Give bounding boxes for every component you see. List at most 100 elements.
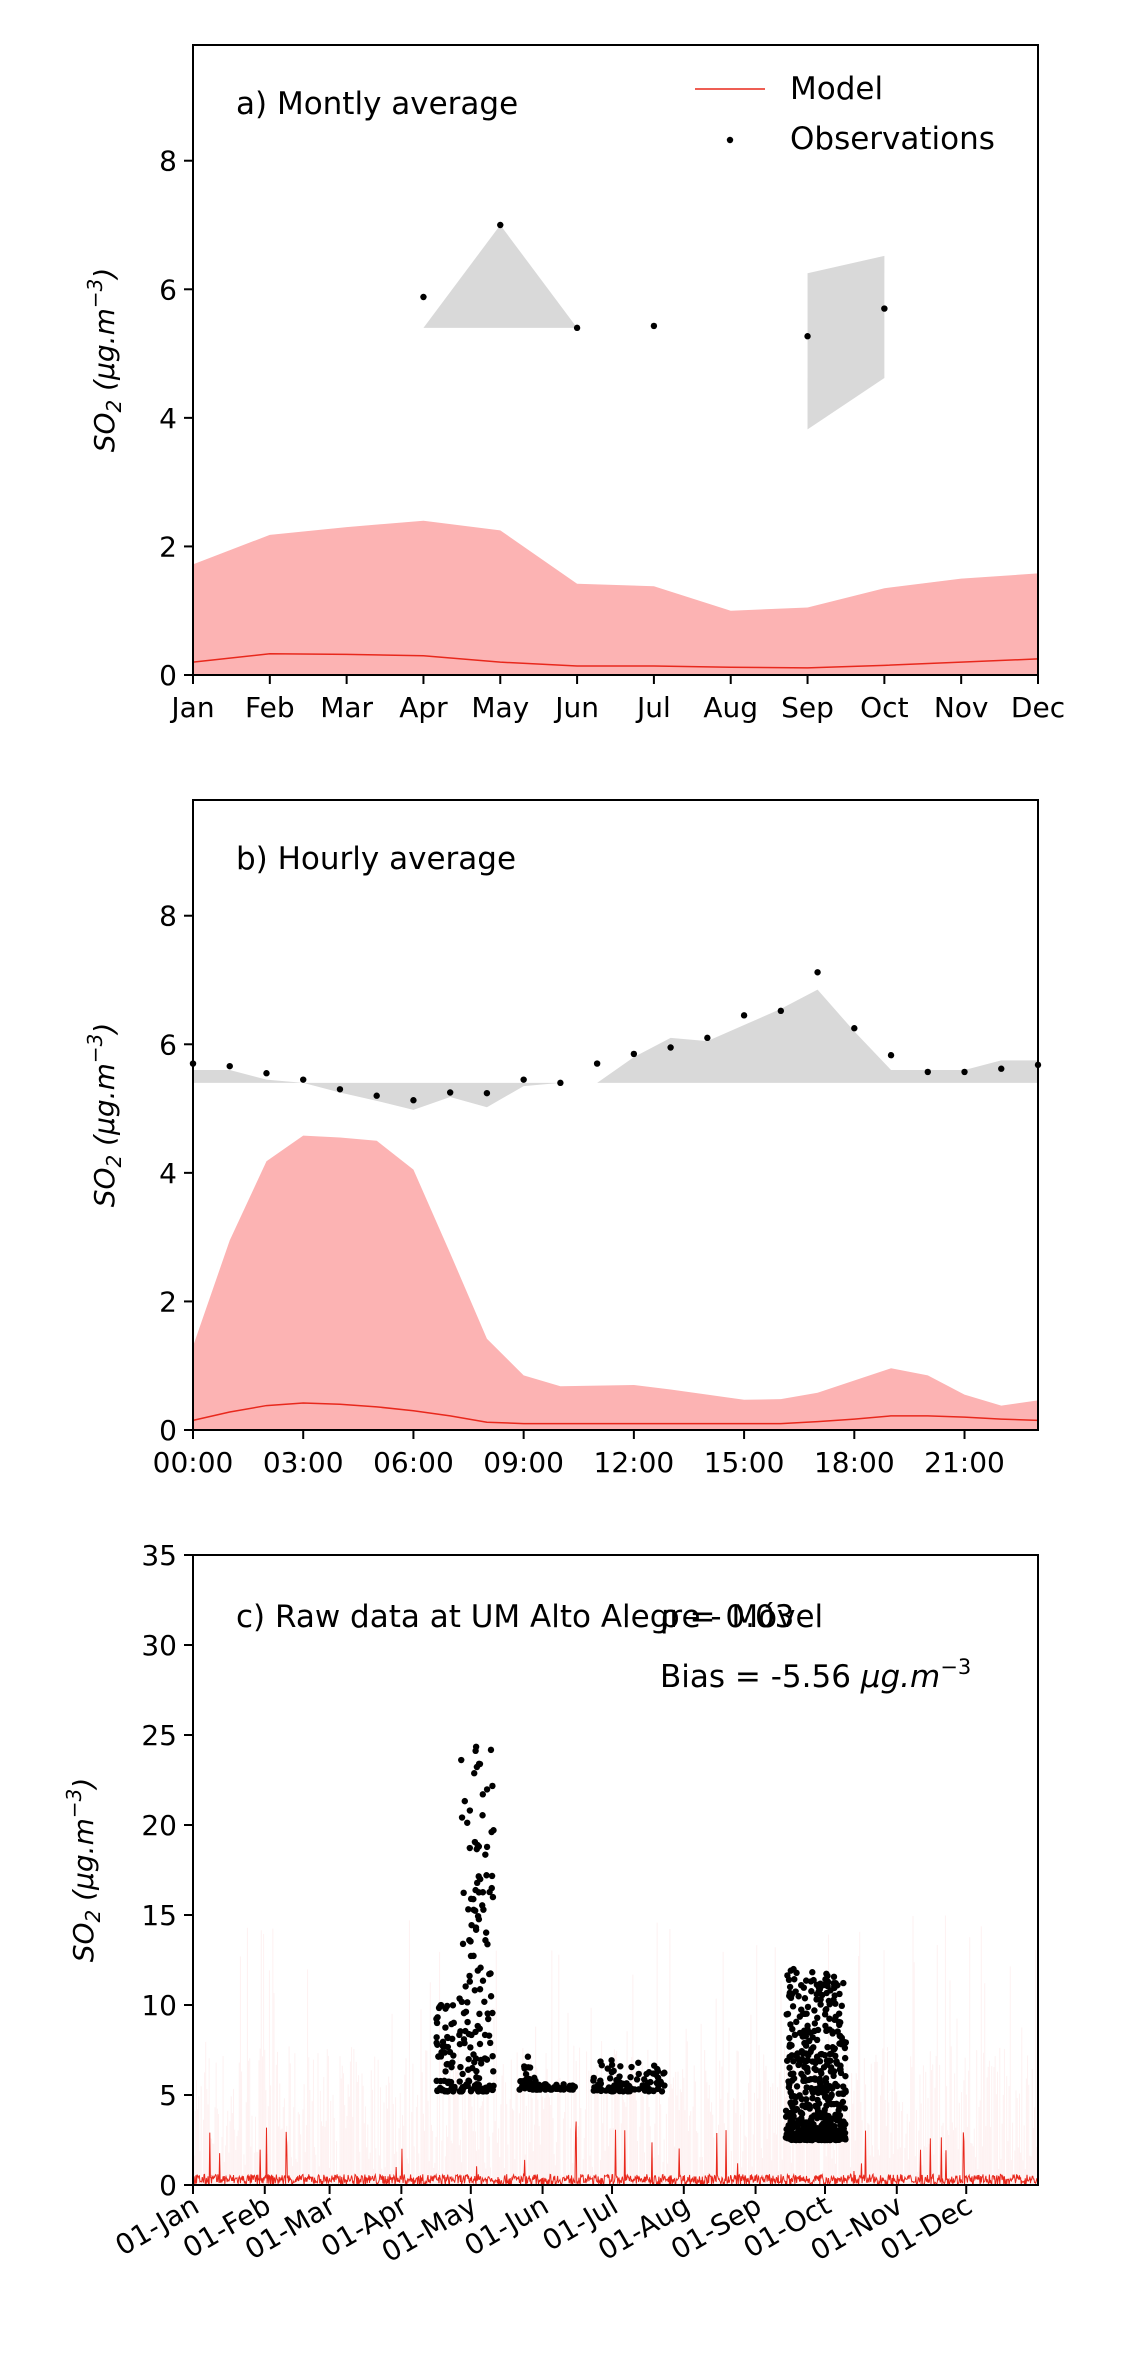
observation-point [887, 1052, 895, 1059]
observation-point [788, 2052, 796, 2059]
observation-point [547, 2086, 554, 2093]
observation-point [795, 1993, 802, 2000]
observation-point [836, 1990, 843, 1998]
observation-range-band [423, 225, 578, 328]
observation-point [474, 1967, 482, 1974]
observation-point [807, 2029, 814, 2036]
observation-point [786, 1989, 793, 1997]
observation-point [590, 2074, 597, 2082]
observation-point [837, 2101, 844, 2109]
ylabel-unit: (μg.m [67, 1818, 100, 1910]
x-tick-label: Jan [169, 691, 214, 724]
ylabel-exp: −3 [83, 279, 107, 308]
observation-point [461, 1797, 468, 1805]
observation-point [456, 2078, 463, 2085]
observation-point [476, 1986, 484, 1993]
observation-point [813, 2114, 821, 2122]
observation-point [801, 2058, 808, 2065]
observation-point [522, 2070, 530, 2078]
observation-point [786, 2034, 793, 2042]
observation-point [798, 2006, 805, 2013]
observation-point [801, 1995, 809, 2002]
observation-point [822, 2006, 829, 2014]
observation-point [820, 2136, 828, 2144]
panel-c-ylabel: SO2 (μg.m−3) [62, 1778, 105, 1963]
panel-c-bias: Bias = -5.56 μg.m−3 [660, 1655, 971, 1695]
observation-point [226, 1062, 233, 1070]
observation-point [479, 1977, 487, 1984]
ylabel-exp: −3 [62, 1789, 86, 1818]
observation-point [881, 305, 888, 312]
observation-point [836, 2066, 844, 2073]
observation-point [837, 2019, 844, 2026]
observation-point [474, 2022, 481, 2030]
observation-point [803, 2010, 810, 2017]
panel-c-rho: ρ = 0.03 [660, 1599, 794, 1635]
observation-point [466, 1844, 473, 1852]
observation-point [487, 1746, 495, 1754]
observation-point [613, 2076, 620, 2084]
observation-point [528, 2081, 535, 2089]
observation-point [488, 1872, 496, 1880]
observation-point [667, 1044, 674, 1051]
observation-point [809, 2094, 816, 2102]
observation-point [817, 1996, 824, 2003]
observation-point [464, 1819, 471, 1826]
observation-point [831, 2045, 838, 2052]
observation-point [627, 2073, 634, 2081]
observation-point [487, 1993, 495, 2000]
legend-observations-label: Observations [790, 121, 995, 157]
observation-point [791, 2107, 798, 2114]
observation-point [475, 2075, 483, 2082]
observation-point [433, 2034, 440, 2041]
x-tick-label: Feb [245, 691, 295, 724]
legend-observations-marker [726, 136, 734, 144]
observation-point [961, 1068, 968, 1076]
observation-point [829, 2115, 836, 2122]
observation-point [819, 2112, 826, 2119]
observation-point [604, 2065, 611, 2072]
observation-point [461, 2039, 468, 2047]
observation-point [811, 2020, 819, 2027]
observation-point [616, 2087, 623, 2095]
observation-point [475, 1889, 483, 1896]
y-tick-label: 4 [159, 402, 177, 435]
observation-point [518, 2083, 526, 2090]
x-tick-label: 21:00 [924, 1446, 1005, 1479]
observation-point [465, 2030, 473, 2038]
observation-point [827, 2136, 834, 2144]
observation-point [791, 2031, 799, 2039]
observation-point [467, 1938, 474, 1945]
observation-point [635, 2059, 642, 2066]
panel-b-label: b) Hourly average [236, 841, 516, 877]
observation-point [459, 2070, 466, 2078]
observation-point [840, 1979, 847, 1987]
observation-point [482, 1851, 489, 1858]
observation-point [484, 2010, 491, 2017]
observation-point [808, 1988, 815, 1995]
observation-point [784, 2010, 792, 2018]
ylabel-sub: 2 [102, 400, 126, 413]
observation-point [808, 2114, 815, 2121]
observation-point [825, 2057, 832, 2064]
observation-point [802, 2089, 809, 2096]
observation-point [471, 1770, 478, 1777]
observation-point [482, 1937, 489, 1944]
observation-point [810, 1976, 817, 1984]
observation-point [807, 2048, 814, 2056]
y-tick-label: 8 [159, 900, 177, 933]
observation-point [811, 2007, 818, 2014]
observation-point [791, 1976, 798, 1983]
observation-point [607, 2087, 614, 2095]
x-tick-label: 01-Jun [459, 2188, 554, 2262]
observation-point [449, 2035, 456, 2043]
observation-point [830, 2072, 837, 2080]
observation-point [531, 2074, 538, 2082]
observation-point [471, 1987, 479, 1994]
model-line [192, 2121, 1039, 2187]
observation-point [704, 1034, 711, 1042]
observation-point [597, 2058, 604, 2065]
observation-point [483, 1872, 490, 1879]
observation-point [802, 2103, 809, 2111]
observation-point [458, 1814, 466, 1821]
